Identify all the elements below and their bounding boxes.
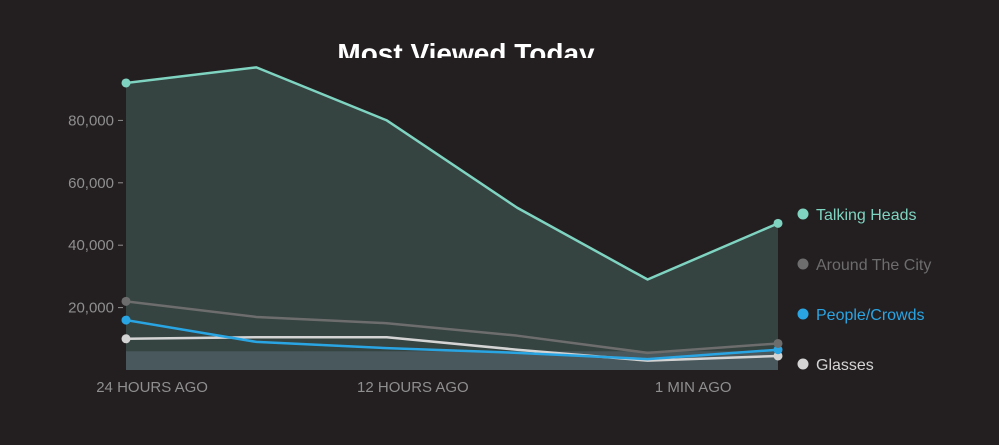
data-point-glasses-0 [121,334,131,344]
plot-area-layer [126,58,778,371]
data-point-people-crowds-0 [121,315,131,325]
legend-swatch [797,358,809,370]
area-fill-talking-heads [126,67,778,371]
legend-swatch [797,258,809,270]
series-line-talking-heads [124,66,780,281]
x-tick-label: 12 HOURS AGO [357,379,469,396]
legend-swatch [797,208,809,220]
legend: Talking Heads Around The City People/Crowd… [797,207,931,374]
axes-layer: 20,000 40,000 60,000 80,000 24 HOURS AGO 12 H… [68,112,731,396]
data-point-people-crowds-5 [773,345,783,355]
series-line-around-the-city [124,300,780,355]
y-tick-label: 80,000 [68,112,114,129]
legend-label: Glasses [816,357,874,374]
data-point-talking-heads-5 [773,218,783,228]
series-line-people-crowds [124,318,780,361]
legend-label: Talking Heads [816,207,917,224]
data-point-around-the-city-5 [773,338,783,348]
y-tick-label: 20,000 [68,300,114,317]
y-tick-label: 40,000 [68,237,114,254]
series-lines-layer [121,66,783,362]
x-tick-label: 1 MIN AGO [655,379,732,396]
data-point-around-the-city-0 [121,296,131,306]
legend-swatch [797,308,809,320]
y-tick-label: 60,000 [68,175,114,192]
baseline-band [126,351,778,370]
x-tick-label: 24 HOURS AGO [96,379,208,396]
legend-label: People/Crowds [816,307,925,324]
legend-label: Around The City [816,257,931,274]
data-point-talking-heads-0 [121,78,131,88]
data-point-glasses-5 [773,351,783,361]
